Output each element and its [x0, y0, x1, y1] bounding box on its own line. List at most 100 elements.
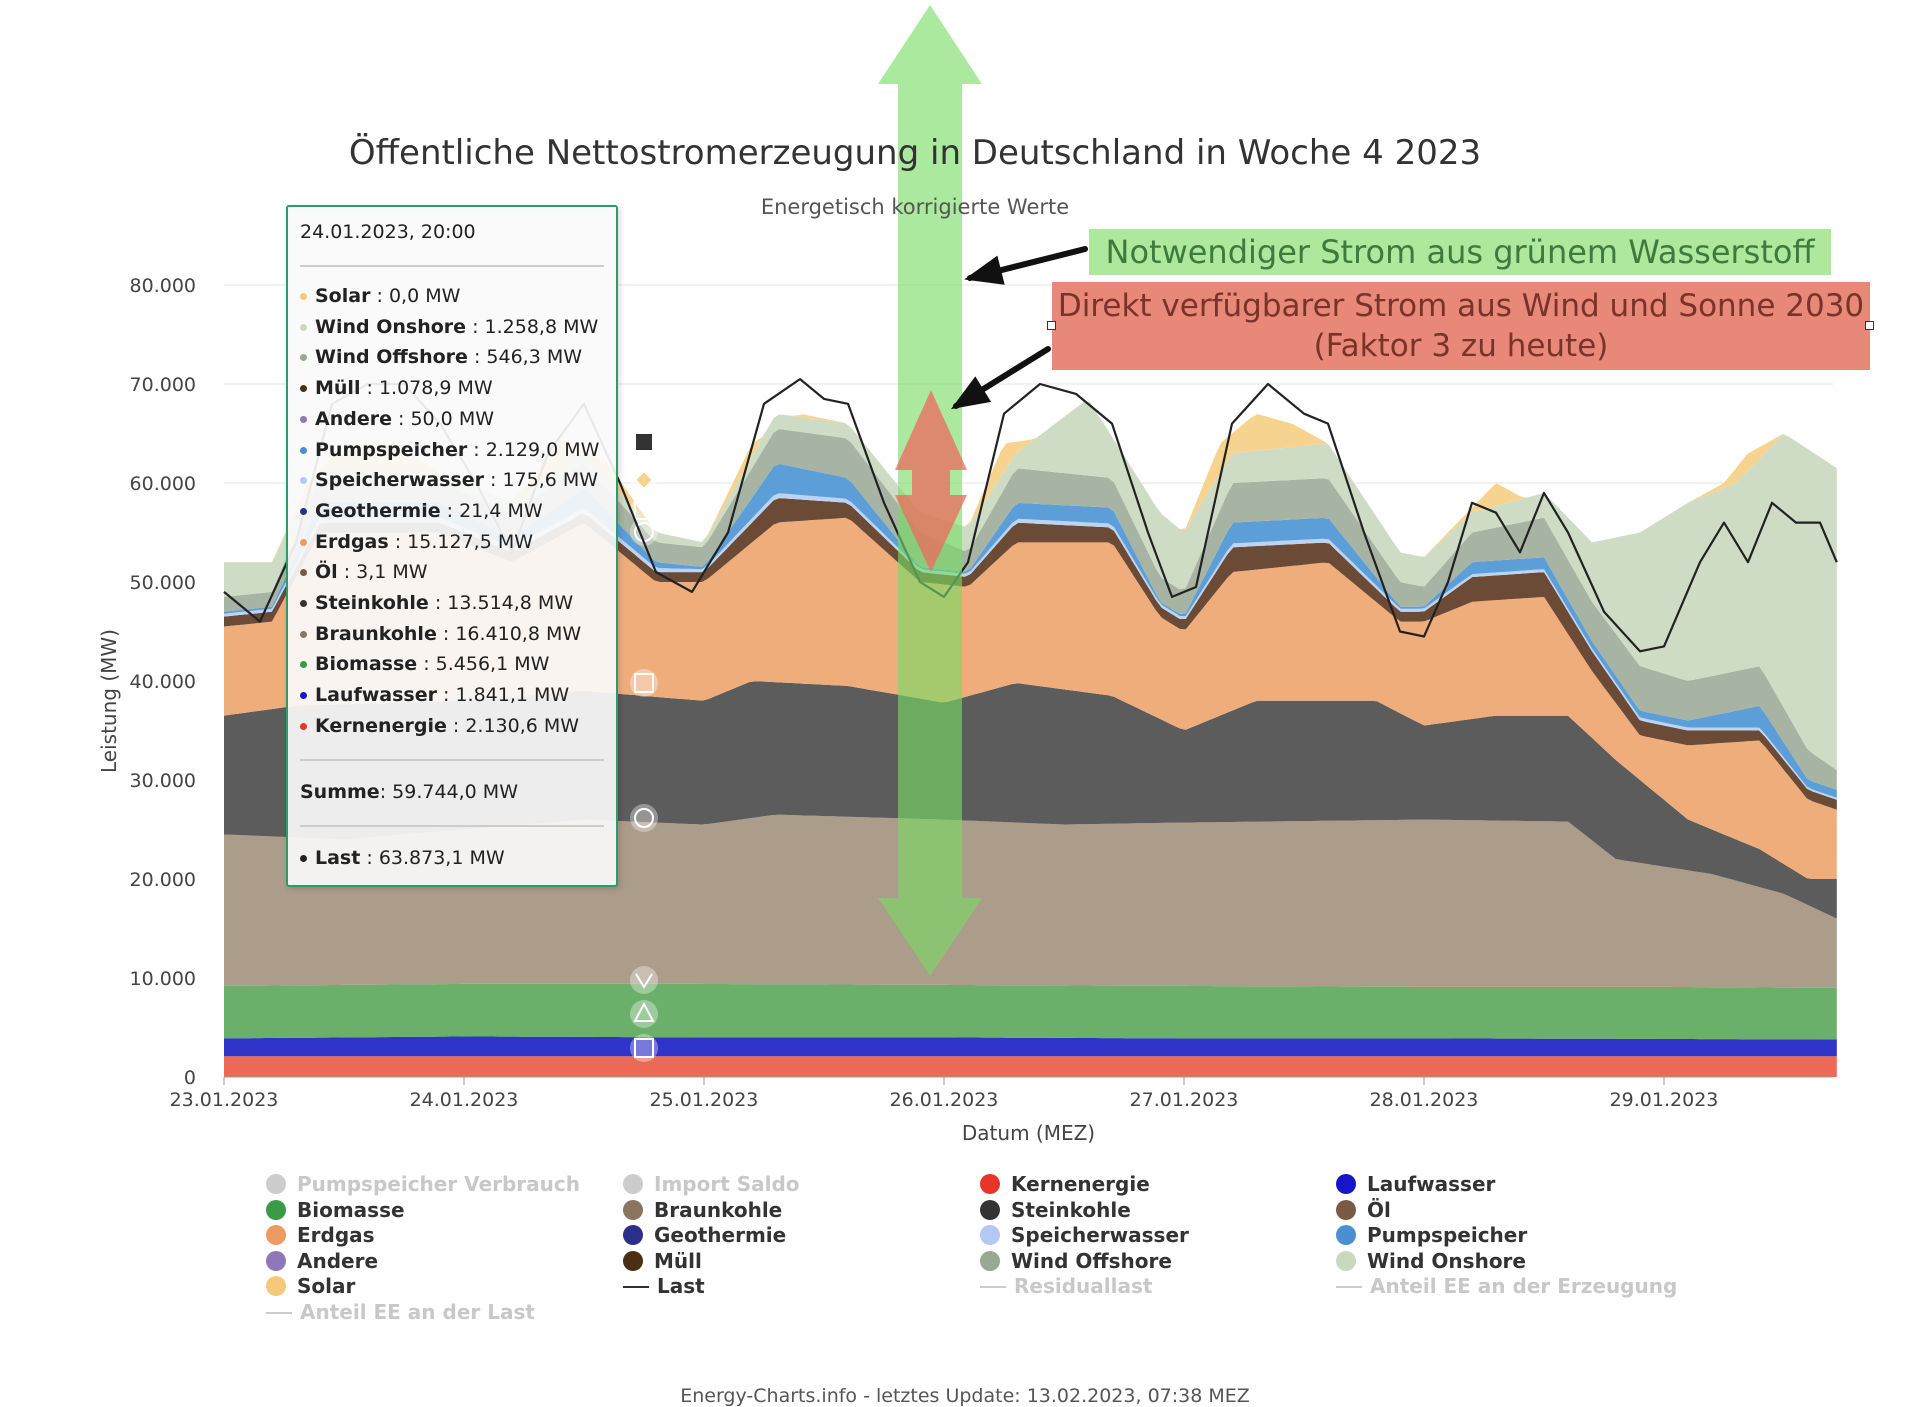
legend-item[interactable]: Laufwasser	[1336, 1172, 1495, 1196]
red-double-arrow	[895, 390, 967, 572]
legend-item[interactable]: Last	[623, 1274, 705, 1298]
legend-item[interactable]: Erdgas	[266, 1223, 375, 1247]
legend-label: Import Saldo	[654, 1172, 800, 1196]
tooltip-last: Last : 63.873,1 MW	[300, 847, 505, 869]
tooltip-divider	[300, 759, 604, 761]
legend-label: Pumpspeicher Verbrauch	[297, 1172, 580, 1196]
area-erdgas	[224, 517, 1837, 879]
legend-label: Solar	[297, 1274, 356, 1299]
footer-credit: Energy-Charts.info - letztes Update: 13.…	[680, 1385, 1250, 1407]
legend-label: Müll	[654, 1248, 702, 1273]
area-steinkohle	[224, 681, 1837, 919]
chart-subtitle: Energetisch korrigierte Werte	[760, 195, 1070, 219]
legend-swatch	[980, 1250, 1000, 1271]
tooltip-row: Kernenergie : 2.130,6 MW	[300, 715, 579, 737]
legend-label: Wind Offshore	[1011, 1248, 1172, 1273]
legend-item[interactable]: Steinkohle	[980, 1198, 1131, 1222]
annotation-red-line1: Direkt verfügbarer Strom aus Wind und So…	[1057, 288, 1865, 324]
legend-swatch	[266, 1276, 286, 1297]
annotation-red-wind-solar[interactable]: Direkt verfügbarer Strom aus Wind und So…	[1052, 282, 1870, 370]
area-laufwasser	[224, 1036, 1837, 1057]
legend-swatch	[266, 1199, 286, 1220]
y-tick-label: 60.000	[130, 473, 196, 495]
legend-item[interactable]: Wind Onshore	[1336, 1249, 1526, 1273]
tooltip-row: Erdgas : 15.127,5 MW	[300, 531, 533, 553]
annotation-green-hydrogen: Notwendiger Strom aus grünem Wasserstoff…	[1089, 229, 1831, 317]
hover-marker	[634, 432, 654, 452]
legend-item[interactable]: Pumpspeicher	[1336, 1223, 1527, 1247]
legend-item[interactable]: Pumpspeicher Verbrauch	[266, 1172, 580, 1196]
legend-swatch	[1336, 1250, 1356, 1271]
legend-item[interactable]: Geothermie	[623, 1223, 786, 1247]
y-axis-title: Leistung (MW)	[97, 629, 121, 773]
legend-swatch	[1336, 1286, 1362, 1289]
hover-marker	[634, 673, 654, 693]
legend-item[interactable]: Import Saldo	[623, 1172, 800, 1196]
hover-marker	[634, 1038, 654, 1058]
y-tick-label: 10.000	[130, 968, 196, 990]
area-braunkohle	[224, 814, 1837, 988]
legend-swatch	[266, 1312, 292, 1314]
hover-marker	[635, 973, 653, 989]
legend-label: Braunkohle	[654, 1197, 783, 1222]
legend-item[interactable]: Residuallast	[980, 1274, 1152, 1298]
legend-swatch	[980, 1199, 1000, 1220]
axes: 0 10.000 20.000 30.000 40.000 50.000 60.000 70.…	[97, 275, 1833, 1145]
legend-item[interactable]: Speicherwasser	[980, 1223, 1189, 1247]
legend-label: Laufwasser	[1367, 1172, 1496, 1196]
tooltip-row: Steinkohle : 13.514,8 MW	[300, 592, 573, 614]
annotation-arrows	[878, 5, 1088, 976]
legend-swatch	[1336, 1199, 1356, 1220]
legend-item[interactable]: Anteil EE an der Erzeugung	[1336, 1274, 1677, 1298]
legend-item[interactable]: Anteil EE an der Last	[266, 1300, 535, 1324]
legend-item[interactable]: Andere	[266, 1249, 378, 1273]
legend-item[interactable]: Braunkohle	[623, 1198, 782, 1222]
area-biomasse	[224, 983, 1837, 1040]
legend-label: Speicherwasser	[1011, 1223, 1189, 1248]
resize-handle-right[interactable]	[1865, 321, 1874, 330]
legend-item[interactable]: Solar	[266, 1274, 355, 1298]
tooltip-row: Laufwasser : 1.841,1 MW	[300, 684, 569, 706]
x-tick-label: 27.01.2023	[1130, 1089, 1239, 1111]
legend-swatch	[980, 1286, 1006, 1289]
legend-swatch	[623, 1286, 649, 1289]
x-axis-title: Datum (MEZ)	[962, 1121, 1095, 1145]
y-tick-label: 20.000	[130, 869, 196, 891]
tooltip-row: Öl : 3,1 MW	[300, 561, 428, 583]
y-tick-label: 40.000	[130, 671, 196, 693]
area-kernenergie	[224, 1056, 1837, 1077]
stacked-areas	[224, 401, 1837, 1077]
legend-item[interactable]: Müll	[623, 1249, 702, 1273]
tooltip-row: Andere : 50,0 MW	[300, 408, 494, 430]
tooltip-row: Müll : 1.078,9 MW	[300, 377, 493, 399]
legend-item[interactable]: Biomasse	[266, 1198, 405, 1222]
annotation-red-line2: (Faktor 3 zu heute)	[1313, 328, 1609, 364]
area-wind-offshore	[224, 429, 1837, 790]
legend-label: Erdgas	[297, 1223, 375, 1248]
legend-swatch	[623, 1250, 643, 1271]
legend-swatch	[1336, 1225, 1356, 1246]
legend-item[interactable]: Kernenergie	[980, 1172, 1150, 1196]
legend-label: Geothermie	[654, 1223, 787, 1248]
legend-swatch	[623, 1174, 643, 1194]
tooltip-row: Geothermie : 21,4 MW	[300, 500, 543, 522]
hover-halo	[630, 1034, 658, 1062]
tooltip-divider	[300, 825, 604, 827]
tooltip-row: Biomasse : 5.456,1 MW	[300, 653, 549, 675]
legend-swatch	[980, 1225, 1000, 1246]
y-tick-label: 30.000	[130, 770, 196, 792]
hover-marker	[634, 808, 654, 828]
hover-halo	[630, 669, 658, 697]
hover-halo	[630, 496, 658, 524]
y-tick-label: 70.000	[130, 374, 196, 396]
legend-label: Öl	[1367, 1197, 1391, 1222]
resize-handle-left[interactable]	[1047, 321, 1056, 330]
legend-label: Kernenergie	[1011, 1172, 1150, 1196]
x-tick-label: 24.01.2023	[410, 1089, 519, 1111]
pointer-arrow-head	[950, 376, 992, 410]
legend-label: Biomasse	[297, 1197, 405, 1222]
legend-swatch	[266, 1174, 286, 1194]
legend-item[interactable]: Öl	[1336, 1198, 1391, 1222]
legend-item[interactable]: Wind Offshore	[980, 1249, 1172, 1273]
tooltip-row: Braunkohle : 16.410,8 MW	[300, 623, 581, 645]
